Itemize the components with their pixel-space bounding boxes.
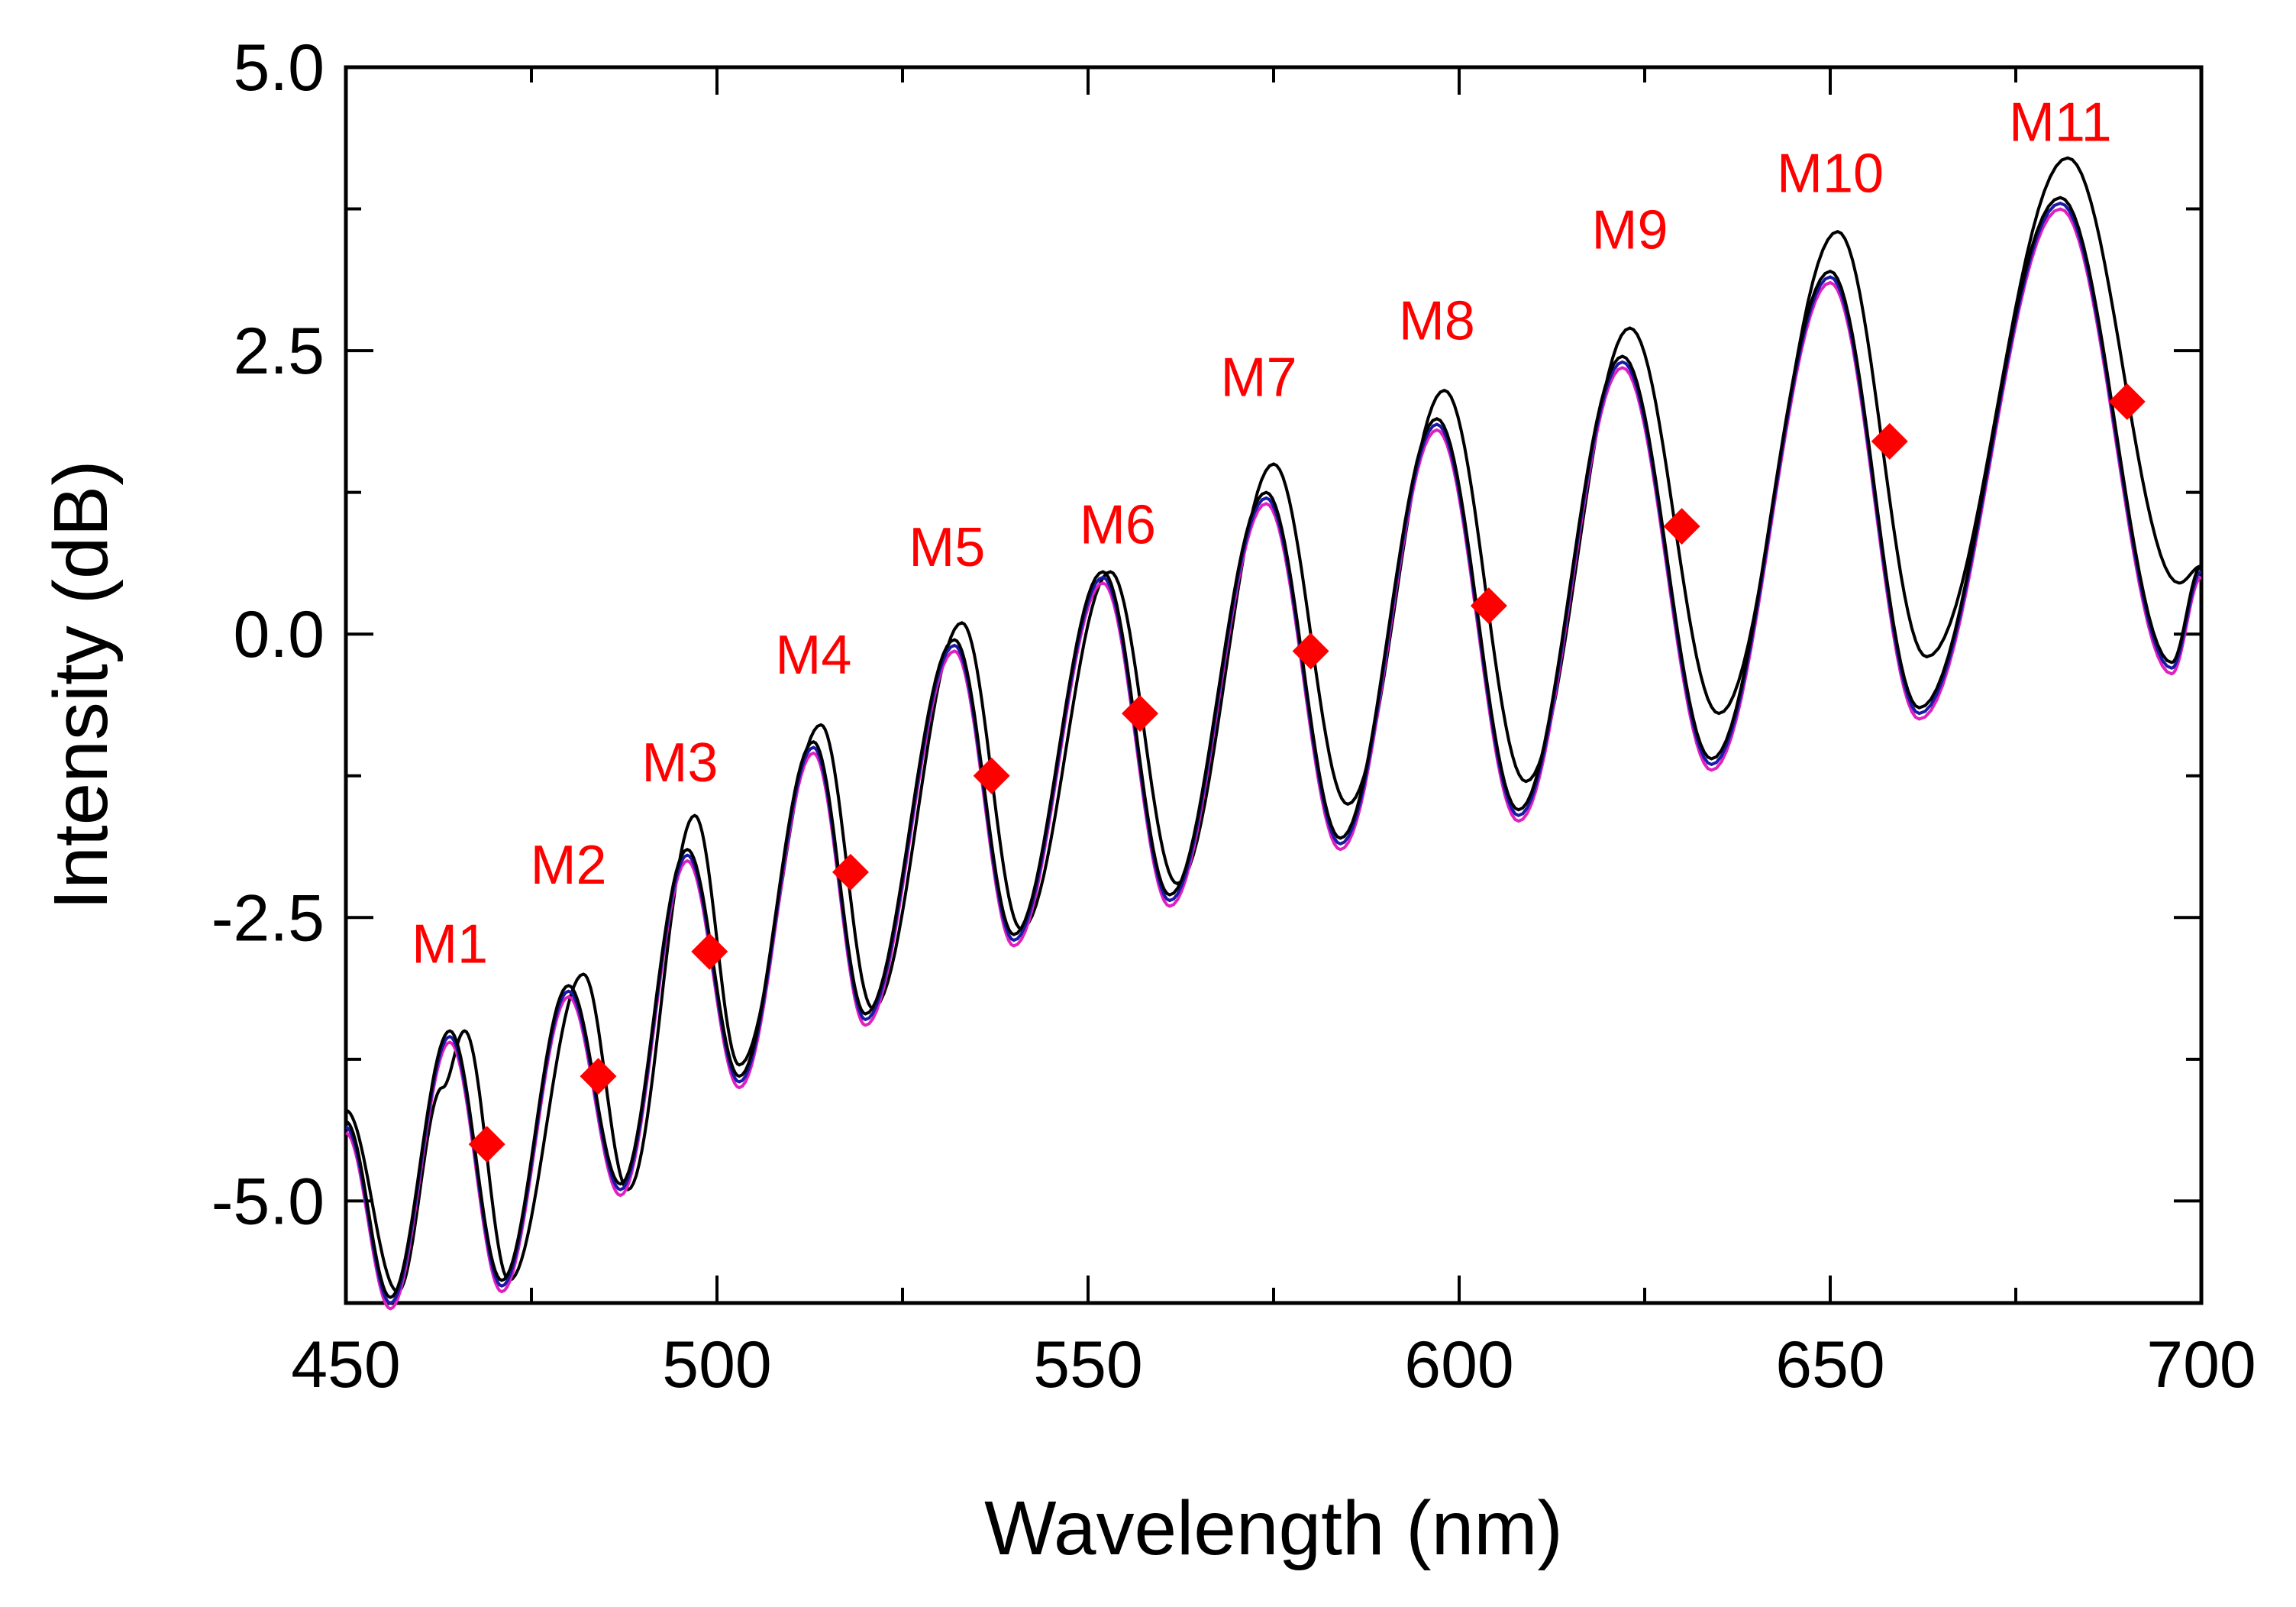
x-tick-label: 650 — [1775, 1328, 1885, 1402]
x-tick-label: 700 — [2146, 1328, 2256, 1402]
y-tick-label: 2.5 — [233, 315, 325, 388]
series-line-magenta — [345, 207, 2202, 1311]
series-line-blue — [345, 201, 2202, 1305]
marker-m4 — [832, 853, 869, 891]
series-lines — [345, 156, 2202, 1311]
y-tick-label: 5.0 — [233, 31, 325, 105]
marker-m2 — [580, 1058, 617, 1095]
marker-label-m4: M4 — [775, 625, 851, 686]
marker-m9 — [1663, 508, 1700, 545]
tick-labels: 450 500 550 600 650 700 5.0 2.5 0.0 -2.5 -5.0 — [212, 31, 2256, 1402]
marker-label-m7: M7 — [1221, 347, 1297, 408]
x-tick-label: 550 — [1033, 1328, 1143, 1402]
y-axis-title: Intensity (dB) — [38, 460, 124, 910]
marker-label-m8: M8 — [1399, 290, 1475, 351]
marker-m8 — [1470, 587, 1507, 625]
marker-m10 — [1871, 422, 1908, 460]
axis-ticks — [344, 66, 2203, 1303]
x-axis-title: Wavelength (nm) — [984, 1486, 1563, 1571]
plot-frame — [344, 65, 2204, 1305]
marker-label-m11: M11 — [2009, 92, 2112, 153]
x-tick-label: 600 — [1404, 1328, 1514, 1402]
marker-m11 — [2108, 383, 2146, 420]
x-tick-label: 450 — [291, 1328, 401, 1402]
series-line-shifted — [345, 156, 2202, 1294]
marker-m3 — [691, 933, 728, 970]
marker-m5 — [973, 757, 1010, 794]
marker-labels: M1 M2 M3 M4 M5 M6 M7 M8 M9 M10 M11 — [412, 92, 2112, 975]
marker-label-m2: M2 — [531, 835, 607, 896]
marker-m7 — [1292, 632, 1329, 670]
y-tick-label: 0.0 — [233, 598, 325, 671]
series-line-black — [345, 196, 2202, 1299]
marker-label-m1: M1 — [412, 914, 488, 975]
marker-label-m5: M5 — [909, 517, 985, 578]
marker-label-m10: M10 — [1777, 143, 1884, 204]
x-tick-label: 500 — [662, 1328, 772, 1402]
marker-m6 — [1122, 695, 1159, 732]
marker-label-m6: M6 — [1080, 494, 1156, 555]
marker-m1 — [468, 1126, 505, 1163]
marker-label-m9: M9 — [1592, 200, 1668, 261]
marker-label-m3: M3 — [641, 732, 718, 794]
data-markers — [468, 383, 2146, 1163]
y-tick-label: -2.5 — [212, 881, 325, 955]
y-tick-label: -5.0 — [212, 1165, 325, 1238]
